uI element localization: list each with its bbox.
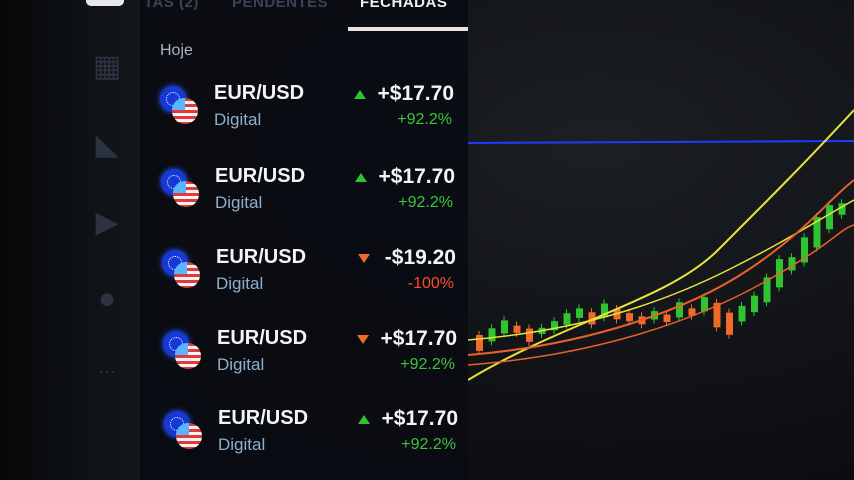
tab-abertas[interactable]: TAS (2) xyxy=(144,0,199,11)
candle xyxy=(626,313,633,321)
price-chart[interactable] xyxy=(468,0,854,480)
trades-panel: TAS (2) PENDENTES FECHADAS Hoje EUR/USD … xyxy=(140,0,468,480)
current-price-line xyxy=(468,141,854,143)
active-tab-indicator xyxy=(348,27,468,31)
candle xyxy=(476,335,483,351)
moving-average-line xyxy=(468,110,854,380)
trade-percent: -100% xyxy=(408,275,454,293)
trade-pair: EUR/USD xyxy=(217,327,307,350)
moving-average-line xyxy=(468,180,854,355)
candle xyxy=(739,306,746,322)
arrow-down-icon xyxy=(357,335,369,344)
trade-row[interactable]: EUR/USD Digital -$19.20 -100% xyxy=(162,244,462,304)
trade-type: Digital xyxy=(214,110,261,130)
candle xyxy=(576,308,583,317)
play-icon[interactable]: ▶ xyxy=(88,204,126,242)
moving-average-line xyxy=(468,200,854,340)
arrow-down-icon xyxy=(358,254,370,263)
candle xyxy=(751,296,758,312)
menu-button[interactable] xyxy=(86,0,124,6)
trade-row[interactable]: EUR/USD Digital +$17.70 +92.2% xyxy=(161,163,461,223)
trade-amount: +$17.70 xyxy=(378,82,455,106)
chat-icon[interactable]: ● xyxy=(88,280,126,318)
eur-usd-flag-icon xyxy=(161,169,205,213)
candle xyxy=(489,328,496,341)
eur-usd-flag-icon xyxy=(160,86,204,130)
trade-amount: +$17.70 xyxy=(381,327,458,351)
eur-usd-flag-icon xyxy=(162,250,206,294)
eur-usd-flag-icon xyxy=(164,411,208,455)
candle xyxy=(826,205,833,229)
candle xyxy=(726,313,733,335)
trade-type: Digital xyxy=(215,193,262,213)
trade-amount: +$17.70 xyxy=(382,407,459,431)
trade-percent: +92.2% xyxy=(397,111,452,129)
trade-pair: EUR/USD xyxy=(215,165,305,188)
candle xyxy=(664,315,671,323)
more-icon[interactable]: ··· xyxy=(88,352,126,390)
calendar-icon[interactable]: ▦ xyxy=(88,48,126,86)
trade-percent: +92.2% xyxy=(398,194,453,212)
candle xyxy=(564,313,571,325)
arrow-up-icon xyxy=(358,415,370,424)
eur-usd-flag-icon xyxy=(163,331,207,375)
section-label: Hoje xyxy=(160,42,193,60)
trade-row[interactable]: EUR/USD Digital +$17.70 +92.2% xyxy=(164,405,464,465)
trade-type: Digital xyxy=(218,435,265,455)
arrow-up-icon xyxy=(355,173,367,182)
trade-type: Digital xyxy=(217,355,264,375)
trade-type: Digital xyxy=(216,274,263,294)
tab-fechadas[interactable]: FECHADAS xyxy=(360,0,447,11)
trade-row[interactable]: EUR/USD Digital +$17.70 +92.2% xyxy=(163,325,463,385)
trade-percent: +92.2% xyxy=(400,356,455,374)
trade-pair: EUR/USD xyxy=(214,82,304,105)
tab-pendentes[interactable]: PENDENTES xyxy=(232,0,328,11)
trade-amount: -$19.20 xyxy=(385,246,456,270)
trade-row[interactable]: EUR/USD Digital +$17.70 +92.2% xyxy=(160,80,460,140)
candle xyxy=(514,326,521,333)
trade-pair: EUR/USD xyxy=(218,407,308,430)
candle xyxy=(501,320,508,333)
candle xyxy=(526,329,533,342)
moving-average-line xyxy=(468,225,854,365)
megaphone-icon[interactable]: ◣ xyxy=(88,126,126,164)
trade-pair: EUR/USD xyxy=(216,246,306,269)
arrow-up-icon xyxy=(354,90,366,99)
trade-percent: +92.2% xyxy=(401,436,456,454)
trade-amount: +$17.70 xyxy=(379,165,456,189)
left-sidebar: ▦ ◣ ▶ ● ··· xyxy=(0,0,150,480)
